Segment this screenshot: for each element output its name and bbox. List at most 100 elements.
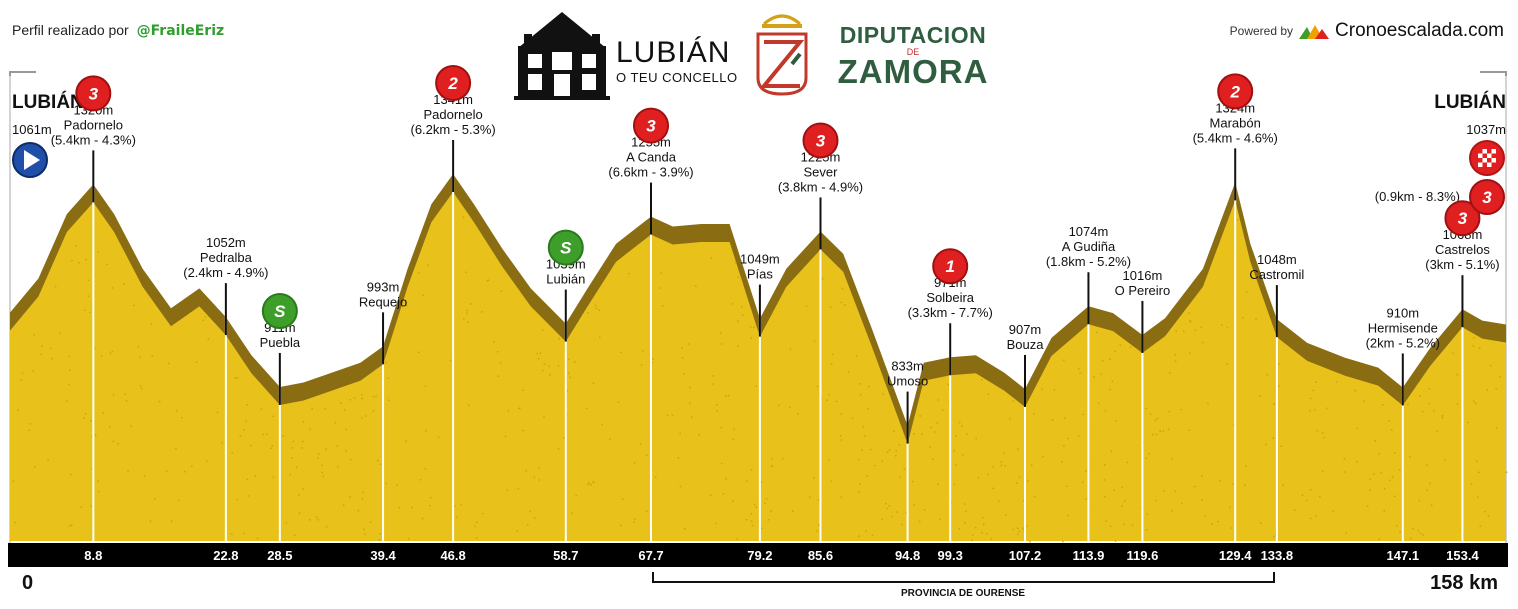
terrain-texture-dot [716,404,718,406]
terrain-texture-dot [1480,526,1482,528]
terrain-texture-dot [971,540,973,542]
terrain-texture-dot [955,435,957,437]
terrain-texture-dot [1442,417,1444,419]
terrain-texture-dot [792,510,794,512]
waypoint-label-4-1: Padornelo [423,107,482,122]
terrain-texture-dot [754,504,756,506]
terrain-texture-dot [728,395,730,397]
terrain-texture-dot [899,476,901,478]
terrain-texture-dot [248,495,250,497]
terrain-texture-dot [859,383,861,385]
terrain-texture-dot [904,469,906,471]
terrain-texture-dot [1310,518,1312,520]
terrain-texture-dot [684,528,686,530]
terrain-texture-dot [1062,541,1064,543]
terrain-texture-dot [822,278,824,280]
terrain-texture-dot [870,449,872,451]
terrain-texture-dot [1490,365,1492,367]
finish-climb-badge: 3 [1470,180,1504,214]
waypoint-label-17-1: Castrelos [1435,242,1490,257]
km-tick-12: 113.9 [1073,548,1105,563]
terrain-texture-dot [113,441,115,443]
terrain-texture-dot [1041,388,1043,390]
terrain-texture-dot [809,497,811,499]
terrain-texture-dot [828,394,830,396]
terrain-texture-dot [964,522,966,524]
badge-text-10: 1 [945,257,954,276]
terrain-texture-dot [380,464,382,466]
terrain-texture-dot [1479,347,1481,349]
terrain-texture-dot [133,305,135,307]
terrain-texture-dot [203,320,205,322]
terrain-texture-dot [1319,496,1321,498]
terrain-texture-dot [1499,376,1501,378]
terrain-texture-dot [886,508,888,510]
terrain-texture-dot [1433,410,1435,412]
terrain-texture-dot [575,495,577,497]
terrain-texture-dot [1314,409,1316,411]
terrain-texture-dot [723,493,725,495]
terrain-texture-dot [572,512,574,514]
terrain-texture-dot [1078,435,1080,437]
terrain-texture-dot [1346,532,1348,534]
terrain-texture-dot [66,400,68,402]
terrain-texture-dot [751,513,753,515]
terrain-texture-dot [139,357,141,359]
terrain-texture-dot [1380,472,1382,474]
badge-text-4: 2 [447,74,458,93]
terrain-texture-dot [488,279,490,281]
terrain-texture-dot [1422,534,1424,536]
terrain-texture-dot [593,382,595,384]
terrain-texture-dot [90,420,92,422]
waypoint-label-0-2: (5.4km - 4.3%) [51,132,136,147]
terrain-texture-dot [273,476,275,478]
terrain-texture-dot [83,417,85,419]
terrain-texture-dot [975,438,977,440]
terrain-texture-dot [1204,515,1206,517]
terrain-texture-dot [882,393,884,395]
waypoint-label-3-0: 993m [367,279,400,294]
terrain-texture-dot [208,338,210,340]
province-label: PROVINCIA DE OURENSE [652,588,1274,599]
terrain-texture-dot [321,465,323,467]
terrain-texture-dot [1063,445,1065,447]
terrain-texture-dot [1078,368,1080,370]
waypoint-label-9-1: Umoso [887,374,928,389]
terrain-texture-dot [826,400,828,402]
terrain-texture-dot [936,422,938,424]
terrain-texture-dot [737,345,739,347]
terrain-texture-dot [836,401,838,403]
terrain-texture-dot [538,479,540,481]
terrain-texture-dot [1255,318,1257,320]
terrain-texture-dot [1104,479,1106,481]
finish-climb-category: 3 [1482,188,1492,207]
terrain-texture-dot [91,505,93,507]
terrain-texture-dot [1357,428,1359,430]
terrain-texture-dot [498,375,500,377]
terrain-texture-dot [1316,516,1318,518]
terrain-texture-dot [463,318,465,320]
terrain-texture-dot [1126,462,1128,464]
terrain-texture-dot [602,424,604,426]
terrain-texture-dot [964,503,966,505]
terrain-texture-dot [1227,327,1229,329]
terrain-texture-dot [1102,360,1104,362]
terrain-texture-dot [771,458,773,460]
terrain-texture-dot [159,401,161,403]
terrain-texture-dot [474,526,476,528]
terrain-texture-dot [476,522,478,524]
terrain-texture-dot [530,511,532,513]
terrain-texture-dot [544,363,546,365]
terrain-texture-dot [346,429,348,431]
terrain-texture-dot [806,306,808,308]
terrain-texture-dot [937,484,939,486]
terrain-texture-dot [679,433,681,435]
terrain-texture-dot [1183,331,1185,333]
terrain-texture-dot [41,345,43,347]
terrain-texture-dot [771,510,773,512]
terrain-texture-dot [534,476,536,478]
terrain-texture-dot [816,530,818,532]
terrain-texture-dot [1219,480,1221,482]
terrain-texture-dot [542,370,544,372]
terrain-texture-dot [1429,388,1431,390]
